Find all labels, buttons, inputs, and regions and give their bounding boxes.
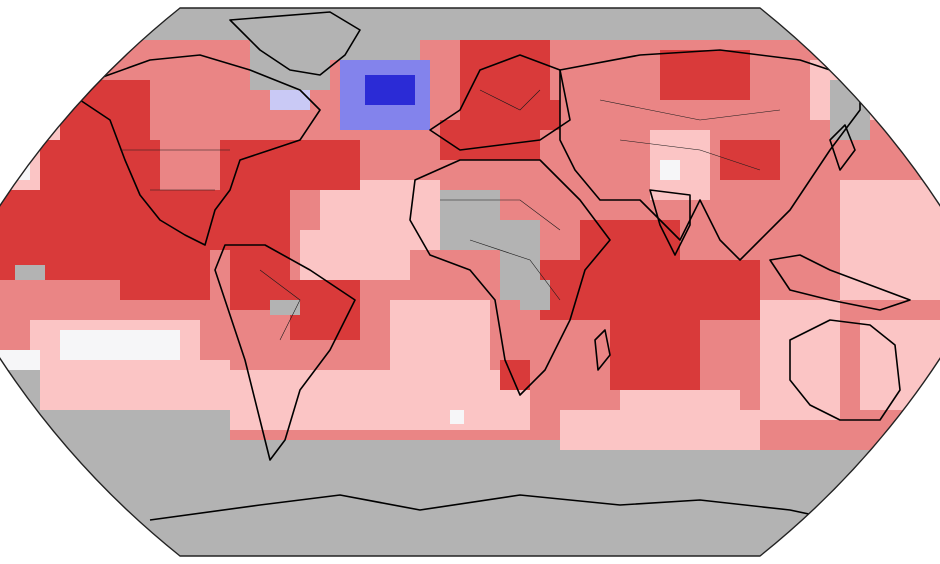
south-america-outline	[214, 244, 356, 461]
greenland-outline	[229, 11, 361, 76]
country-borders	[120, 89, 781, 341]
coastlines	[39, 11, 936, 526]
europe-outline	[429, 54, 571, 151]
map-frame	[0, 7, 940, 557]
japan-outline	[829, 124, 856, 171]
africa-outline	[409, 159, 611, 396]
southeast-asia-islands	[769, 254, 911, 311]
antarctica-outline	[149, 494, 861, 526]
madagascar-outline	[594, 329, 611, 371]
asia-outline	[559, 49, 861, 261]
north-america-outline	[39, 54, 321, 246]
new-zealand-outline	[914, 394, 936, 446]
australia-outline	[789, 319, 901, 421]
india-outline	[649, 189, 691, 256]
